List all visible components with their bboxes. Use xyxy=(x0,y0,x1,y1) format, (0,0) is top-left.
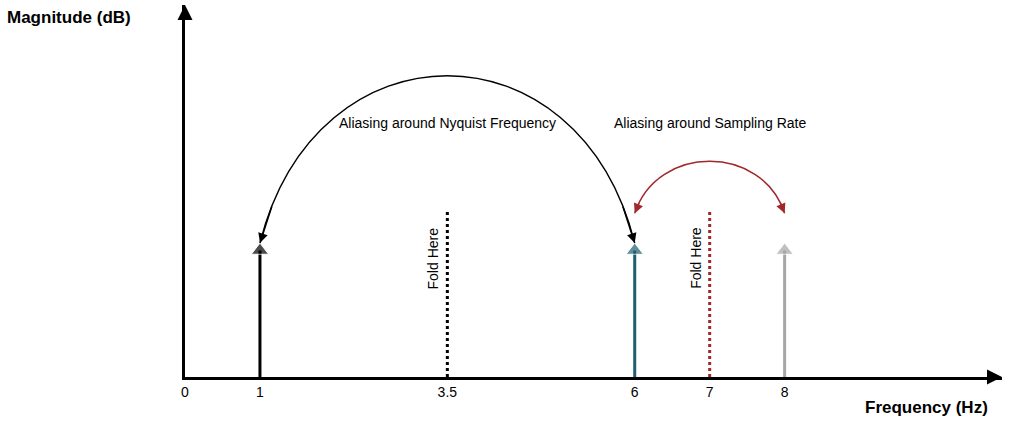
svg-text:1: 1 xyxy=(256,384,264,400)
svg-text:0: 0 xyxy=(181,384,189,400)
svg-text:Aliasing around Nyquist Freque: Aliasing around Nyquist Frequency xyxy=(339,115,556,131)
svg-text:Magnitude (dB): Magnitude (dB) xyxy=(7,8,131,27)
svg-text:7: 7 xyxy=(706,384,714,400)
svg-text:3.5: 3.5 xyxy=(438,384,458,400)
svg-text:Fold Here: Fold Here xyxy=(688,227,704,289)
svg-text:Frequency (Hz): Frequency (Hz) xyxy=(865,398,988,417)
svg-text:8: 8 xyxy=(781,384,789,400)
svg-text:Fold Here: Fold Here xyxy=(425,228,441,290)
svg-text:Aliasing around Sampling Rate: Aliasing around Sampling Rate xyxy=(614,115,806,131)
svg-text:6: 6 xyxy=(631,384,639,400)
